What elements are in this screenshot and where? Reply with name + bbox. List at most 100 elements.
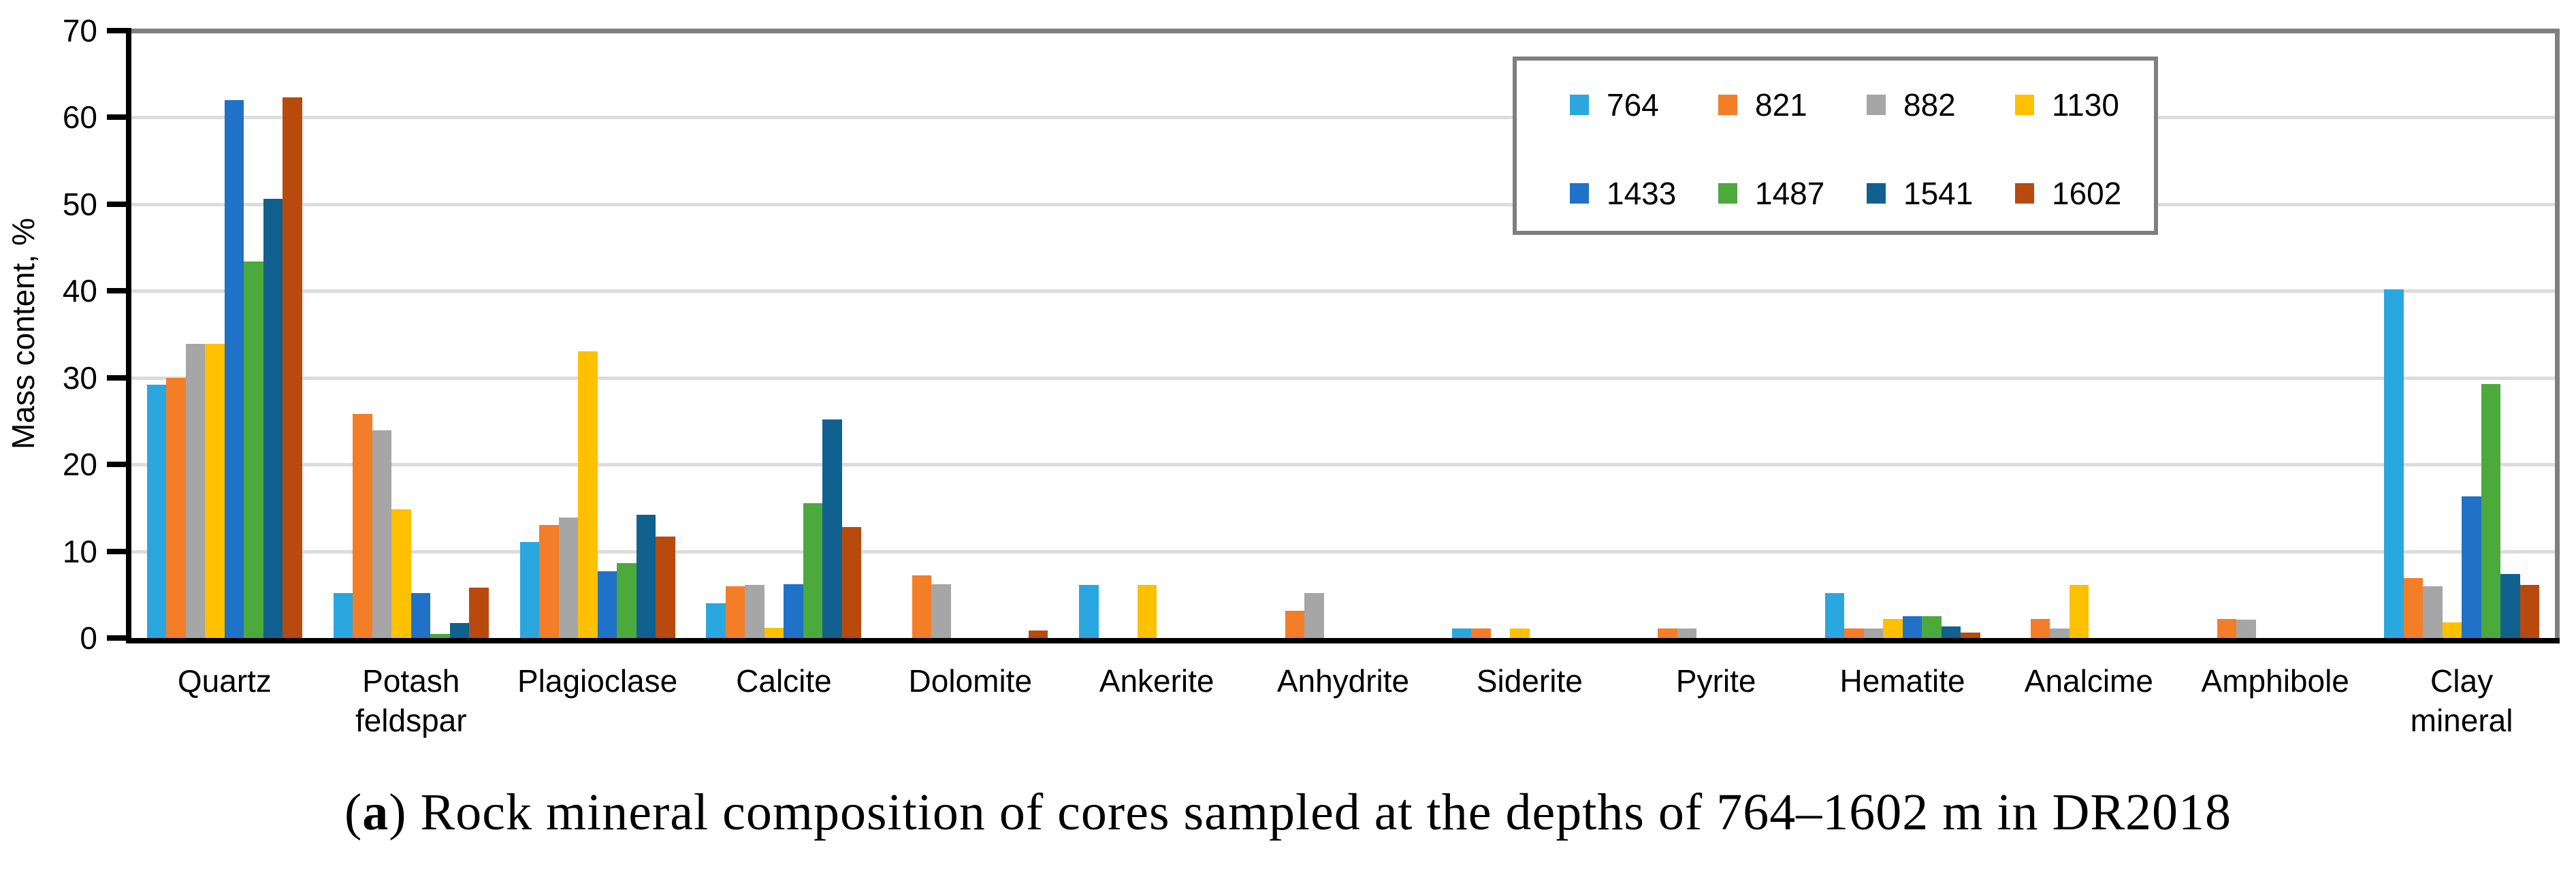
bar-1602-potash-feldspar xyxy=(469,588,489,638)
legend-swatch-882 xyxy=(1867,95,1886,115)
bar-882-anhydrite xyxy=(1304,592,1324,638)
gridline-10 xyxy=(131,549,2555,554)
y-axis-tick-40 xyxy=(107,288,131,294)
bar-1433-hematite xyxy=(1902,616,1922,638)
category-label-pyrite: Pyrite xyxy=(1675,663,1756,699)
category-label-quartz: Quartz xyxy=(177,663,272,699)
legend-label-1433: 1433 xyxy=(1607,176,1677,211)
plot-border-top xyxy=(131,29,2560,33)
bar-1602-quartz xyxy=(283,97,302,638)
legend-label-1602: 1602 xyxy=(2052,176,2122,211)
y-tick-label-20: 20 xyxy=(62,447,97,483)
bar-821-calcite xyxy=(725,586,745,638)
category-label-amphibole: Amphibole xyxy=(2201,663,2349,699)
legend-item-1130: 1130 xyxy=(2015,86,2119,123)
category-label-anhydrite: Anhydrite xyxy=(1276,663,1410,699)
legend-item-1602: 1602 xyxy=(2015,175,2121,212)
bar-1130-hematite xyxy=(1883,618,1903,638)
y-tick-label-60: 60 xyxy=(62,99,97,135)
bar-882-pyrite xyxy=(1677,628,1697,638)
bar-1602-plagioclase xyxy=(656,536,675,638)
caption-text: ) Rock mineral composition of cores samp… xyxy=(389,784,2232,841)
bar-1487-plagioclase xyxy=(617,563,637,638)
bar-1433-potash-feldspar xyxy=(410,592,431,638)
bar-882-quartz xyxy=(185,344,206,638)
legend-label-821: 821 xyxy=(1755,87,1807,123)
bar-821-hematite xyxy=(1844,628,1864,638)
legend-box: 764 821 882 1130 1433 1487 1541 1602 xyxy=(1513,57,2158,235)
bar-1541-hematite xyxy=(1941,626,1961,638)
bar-1602-hematite xyxy=(1961,633,1980,638)
gridline-50 xyxy=(131,202,2555,206)
bar-882-plagioclase xyxy=(558,517,579,638)
legend-label-764: 764 xyxy=(1607,87,1659,123)
bar-1541-calcite xyxy=(822,419,842,638)
plot-border-right xyxy=(2555,29,2560,638)
category-label-clay-mineral: Clay mineral xyxy=(2410,663,2513,738)
bar-1433-calcite xyxy=(784,584,803,638)
bar-1130-calcite xyxy=(764,627,784,638)
bar-764-clay-mineral xyxy=(2384,289,2404,638)
bar-821-analcime xyxy=(2030,618,2050,638)
bar-882-clay-mineral xyxy=(2423,586,2443,638)
legend-item-1433: 1433 xyxy=(1570,175,1676,212)
bar-882-analcime xyxy=(2050,628,2070,638)
y-axis-title: Mass content, % xyxy=(5,217,41,450)
bar-764-potash-feldspar xyxy=(333,592,353,638)
caption-panel-letter: a xyxy=(362,784,389,841)
bar-764-hematite xyxy=(1824,592,1845,638)
y-axis-tick-70 xyxy=(107,28,131,33)
legend-label-1487: 1487 xyxy=(1755,176,1825,211)
legend-swatch-1541 xyxy=(1867,183,1886,204)
bar-764-plagioclase xyxy=(519,541,540,638)
y-axis-tick-10 xyxy=(107,548,131,554)
legend-swatch-1602 xyxy=(2015,183,2034,204)
y-tick-label-30: 30 xyxy=(62,360,97,396)
bar-1602-calcite xyxy=(841,526,862,638)
bar-1130-analcime xyxy=(2069,585,2089,638)
legend-item-882: 882 xyxy=(1867,86,1956,123)
category-label-dolomite: Dolomite xyxy=(908,663,1033,699)
bar-1130-siderite xyxy=(1510,628,1530,638)
gridline-60 xyxy=(131,116,2555,120)
bar-1541-plagioclase xyxy=(636,515,656,638)
y-tick-label-40: 40 xyxy=(62,273,97,309)
bar-882-potash-feldspar xyxy=(372,430,392,638)
bar-821-plagioclase xyxy=(539,525,559,638)
bar-1541-quartz xyxy=(263,199,283,638)
legend-item-1487: 1487 xyxy=(1718,175,1824,212)
legend-label-1541: 1541 xyxy=(1903,176,1974,211)
bar-882-hematite xyxy=(1863,628,1884,638)
bar-1487-quartz xyxy=(244,261,263,638)
bar-1487-calcite xyxy=(803,503,823,638)
y-axis-tick-0 xyxy=(107,635,131,641)
category-label-ankerite: Ankerite xyxy=(1099,663,1214,699)
category-label-calcite: Calcite xyxy=(736,663,832,699)
bar-764-calcite xyxy=(706,603,726,638)
bar-821-potash-feldspar xyxy=(353,414,372,638)
y-tick-label-50: 50 xyxy=(62,186,97,222)
legend-item-764: 764 xyxy=(1570,86,1659,123)
legend-swatch-1487 xyxy=(1718,183,1737,204)
bar-1130-clay-mineral xyxy=(2442,622,2462,638)
y-axis-tick-20 xyxy=(107,462,131,468)
x-axis-line xyxy=(126,638,2560,643)
bar-821-amphibole xyxy=(2217,618,2237,638)
bar-764-siderite xyxy=(1451,628,1472,638)
bar-821-clay-mineral xyxy=(2403,578,2424,638)
bar-882-amphibole xyxy=(2236,620,2256,638)
category-label-siderite: Siderite xyxy=(1476,663,1583,699)
bar-1130-potash-feldspar xyxy=(391,509,411,638)
y-axis-tick-30 xyxy=(107,374,131,381)
category-label-potash-feldspar: Potash feldspar xyxy=(355,663,467,738)
figure-caption: (a) Rock mineral composition of cores sa… xyxy=(0,783,2576,842)
bar-1487-hematite xyxy=(1922,616,1942,638)
y-tick-label-0: 0 xyxy=(80,620,97,656)
legend-item-821: 821 xyxy=(1718,86,1807,123)
caption-open-paren: ( xyxy=(344,784,363,841)
gridline-20 xyxy=(131,463,2555,467)
category-label-plagioclase: Plagioclase xyxy=(517,663,678,699)
legend-label-1130: 1130 xyxy=(2052,87,2119,123)
bar-1541-clay-mineral xyxy=(2500,573,2520,638)
